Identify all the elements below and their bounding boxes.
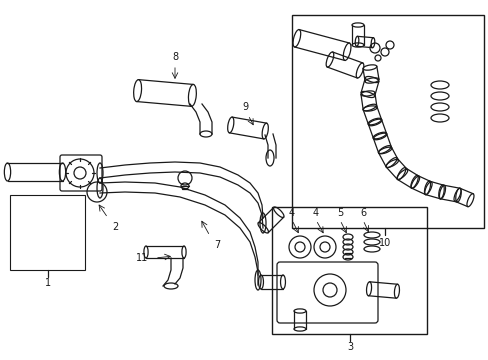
Bar: [271, 207, 426, 334]
Text: 6: 6: [359, 208, 366, 218]
Bar: [10, 195, 85, 270]
Text: 11: 11: [136, 253, 148, 263]
Text: 2: 2: [112, 222, 118, 232]
Text: 4: 4: [288, 208, 294, 218]
Bar: [291, 15, 483, 228]
Text: 1: 1: [45, 278, 51, 288]
Text: 9: 9: [242, 102, 247, 112]
Text: 4: 4: [312, 208, 318, 218]
Text: 3: 3: [346, 342, 352, 352]
Text: 8: 8: [172, 52, 178, 62]
Text: 7: 7: [214, 240, 220, 250]
Text: 5: 5: [336, 208, 343, 218]
Text: 10: 10: [378, 238, 390, 248]
